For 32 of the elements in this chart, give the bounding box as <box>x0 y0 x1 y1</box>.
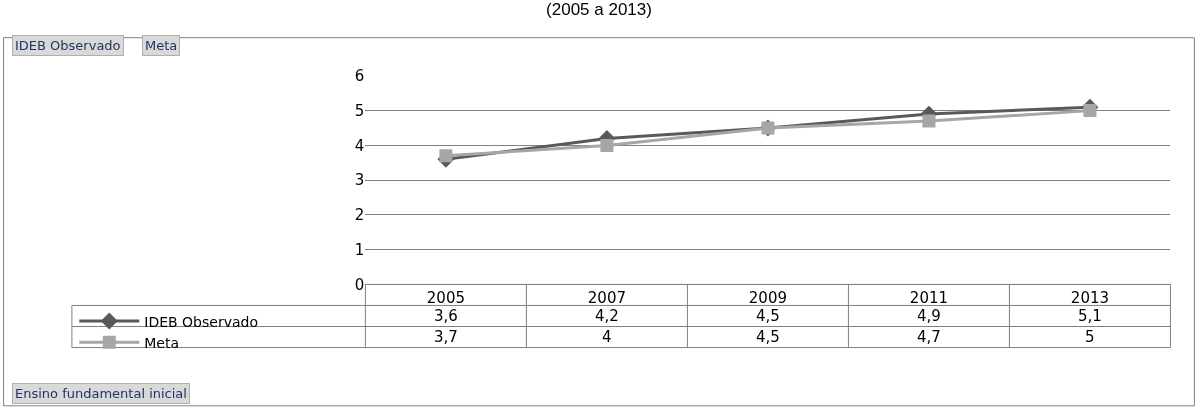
data-label: 4,2 <box>595 307 619 325</box>
y-tick-label: 1 <box>354 240 365 259</box>
x-tick-label: 2005 <box>426 289 465 308</box>
data-label: 3,7 <box>434 328 458 346</box>
y-tick-label: 5 <box>354 101 365 120</box>
data-label: 5 <box>1085 328 1095 346</box>
y-tick-label: 4 <box>354 136 365 155</box>
x-tick-label: 2013 <box>1070 289 1110 308</box>
legend-label: IDEB Observado <box>144 313 258 330</box>
data-label: 4 <box>602 328 612 346</box>
data-label: 5,1 <box>1078 307 1102 325</box>
x-tick-label: 2009 <box>748 289 788 308</box>
text: Ensino fundamental inicial <box>15 386 187 401</box>
data-label: 4,5 <box>756 328 780 346</box>
data-label: 3,6 <box>434 307 458 325</box>
point <box>922 114 936 128</box>
y-tick-label: 0 <box>354 275 365 294</box>
data-label: 4,5 <box>756 307 780 325</box>
data-label: 4,7 <box>917 328 941 346</box>
x-tick-label: 2011 <box>909 289 949 308</box>
y-tick-label: 2 <box>354 206 365 225</box>
point <box>600 138 614 152</box>
y-tick-label: 6 <box>354 67 365 86</box>
point <box>439 149 453 163</box>
text: IDEB Observado <box>15 38 121 53</box>
chart-title: (2005 a 2013) <box>546 0 652 19</box>
point <box>1083 104 1097 118</box>
text: Meta <box>145 38 178 53</box>
legend-label: Meta <box>144 334 180 351</box>
y-tick-label: 3 <box>354 171 365 190</box>
x-tick-label: 2007 <box>587 289 626 308</box>
data-label: 4,9 <box>917 307 941 325</box>
